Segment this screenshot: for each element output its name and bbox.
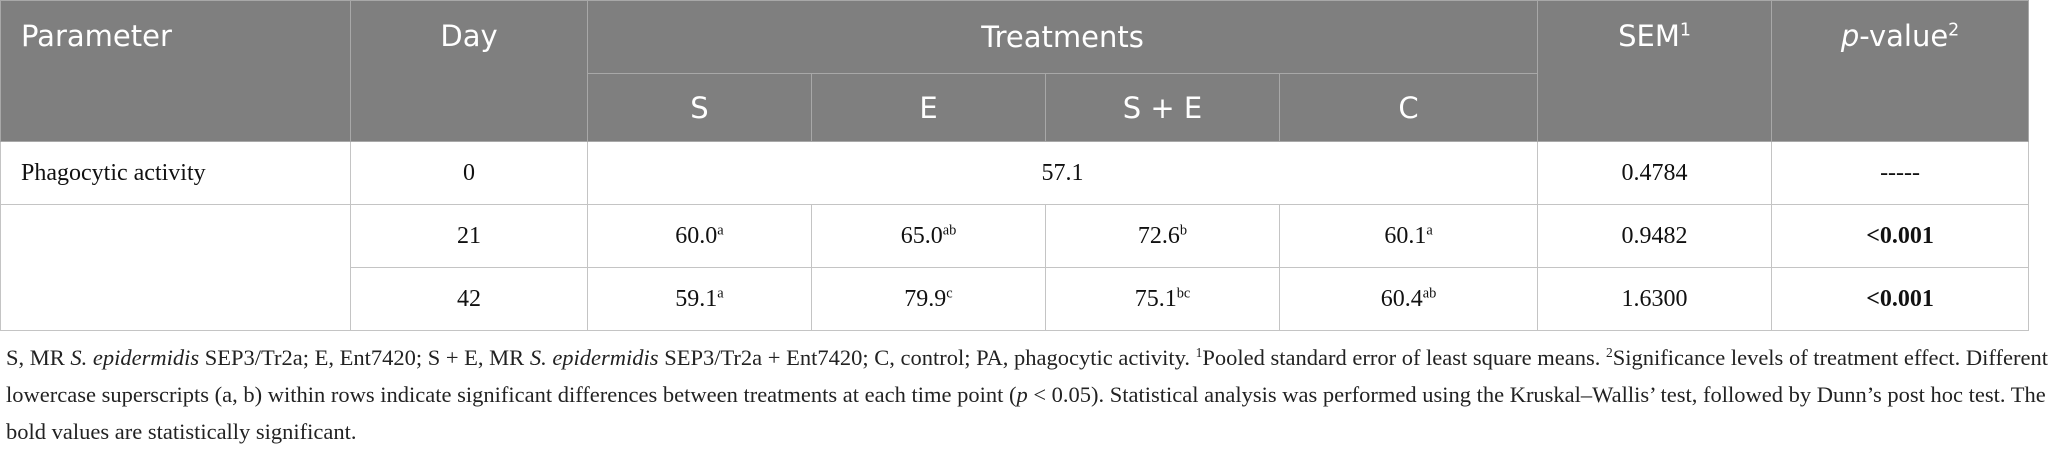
treatment-cell: 59.1a [587, 267, 812, 331]
cell-value: 79.9 [904, 285, 947, 312]
header-cell: Day [350, 0, 588, 142]
treatment-cell: 60.0a [587, 204, 812, 268]
footnote-text: 2 [1606, 344, 1613, 360]
table-row: 21 60.0a 65.0ab 72.6b 60.1a 0.9482 <0.001 [0, 204, 2068, 331]
superscript: c [946, 284, 953, 301]
day-cell: 0 [350, 141, 588, 205]
p-value: <0.001 [1866, 285, 1934, 312]
superscript: b [1179, 221, 1188, 238]
cell-value: 59.1 [675, 285, 718, 312]
footnote-text: Pooled standard error of least square me… [1202, 345, 1606, 370]
parameter-cell: Phagocytic activity [0, 141, 351, 205]
parameter-cell [0, 204, 351, 331]
superscript: a [1426, 221, 1433, 238]
superscript: ab [942, 221, 957, 238]
header-text: SEM [1618, 19, 1680, 53]
footnote-text: SEP3/Tr2a; E, Ent7420; S + E, MR [199, 345, 530, 370]
superscript: 2 [1948, 20, 1960, 41]
header-cell: C [1278, 73, 1539, 142]
footnote-text: S. epidermidis [529, 345, 659, 370]
superscript: bc [1176, 284, 1191, 301]
header-cell: Parameter [0, 0, 351, 142]
footnote-text: S, MR [6, 345, 71, 370]
data-table: Parameter Day Treatments SEM1 p-value2 S… [0, 0, 2068, 331]
superscript: a [717, 284, 724, 301]
day-cell: 42 [350, 267, 588, 331]
header-cell: Treatments [586, 0, 1539, 74]
header-cell: E [811, 73, 1046, 142]
sem-cell: 0.9482 [1537, 204, 1773, 268]
p-value-cell: <0.001 [1771, 267, 2030, 331]
header-cell: S + E [1045, 73, 1280, 142]
sem-cell: 1.6300 [1537, 267, 1773, 331]
footnote-text: p [1016, 382, 1028, 407]
cell-value: 60.1 [1384, 222, 1427, 249]
p-value-cell: <0.001 [1771, 204, 2030, 268]
cell-value: 65.0 [900, 222, 943, 249]
header-text: -value [1859, 19, 1949, 53]
footnote: S, MR S. epidermidis SEP3/Tr2a; E, Ent74… [0, 331, 2062, 450]
treatment-cell: 60.1a [1278, 204, 1539, 268]
table-header: Parameter Day Treatments SEM1 p-value2 S… [0, 0, 2068, 142]
cell-value: 60.0 [675, 222, 718, 249]
treatment-cell: 72.6b [1045, 204, 1280, 268]
sem-cell: 0.4784 [1537, 141, 1773, 205]
header-cell: SEM1 [1537, 0, 1773, 142]
p-value: ----- [1880, 159, 1921, 186]
p-value: <0.001 [1866, 222, 1934, 249]
footnote-text: < 0.05). Statistical analysis was perfor… [6, 382, 2046, 444]
treatment-cell: 60.4ab [1278, 267, 1539, 331]
day-cell: 21 [350, 204, 588, 268]
header-cell: p-value2 [1771, 0, 2030, 142]
superscript: a [717, 221, 724, 238]
treatment-cell: 75.1bc [1045, 267, 1280, 331]
header-row: Parameter Day Treatments SEM1 p-value2 [0, 0, 2068, 142]
footnote-text: SEP3/Tr2a + Ent7420; C, control; PA, pha… [658, 345, 1196, 370]
footnote-text: S. epidermidis [70, 345, 200, 370]
table-row: 42 59.1a 79.9c 75.1bc 60.4ab 1.6300 <0.001 [1, 267, 2068, 331]
pooled-cell: 57.1 [586, 141, 1539, 205]
table-body: Phagocytic activity 0 57.1 0.4784 ----- 21 60.… [0, 141, 2068, 331]
p-value-cell: ----- [1771, 141, 2030, 205]
superscript: 1 [1679, 20, 1691, 41]
cell-value: 60.4 [1380, 285, 1423, 312]
footnote-text: Significance levels of treatment effect.… [6, 345, 2048, 407]
treatment-cell: 79.9c [811, 267, 1046, 331]
superscript: ab [1422, 284, 1437, 301]
cell-value: 75.1 [1134, 285, 1177, 312]
table-row: Phagocytic activity 0 57.1 0.4784 ----- [0, 141, 2068, 205]
treatment-cell: 65.0ab [811, 204, 1046, 268]
cell-value: 72.6 [1137, 222, 1180, 249]
footnote-text: 1 [1195, 344, 1203, 360]
header-cell: S [587, 73, 812, 142]
header-italic: p [1840, 19, 1860, 53]
